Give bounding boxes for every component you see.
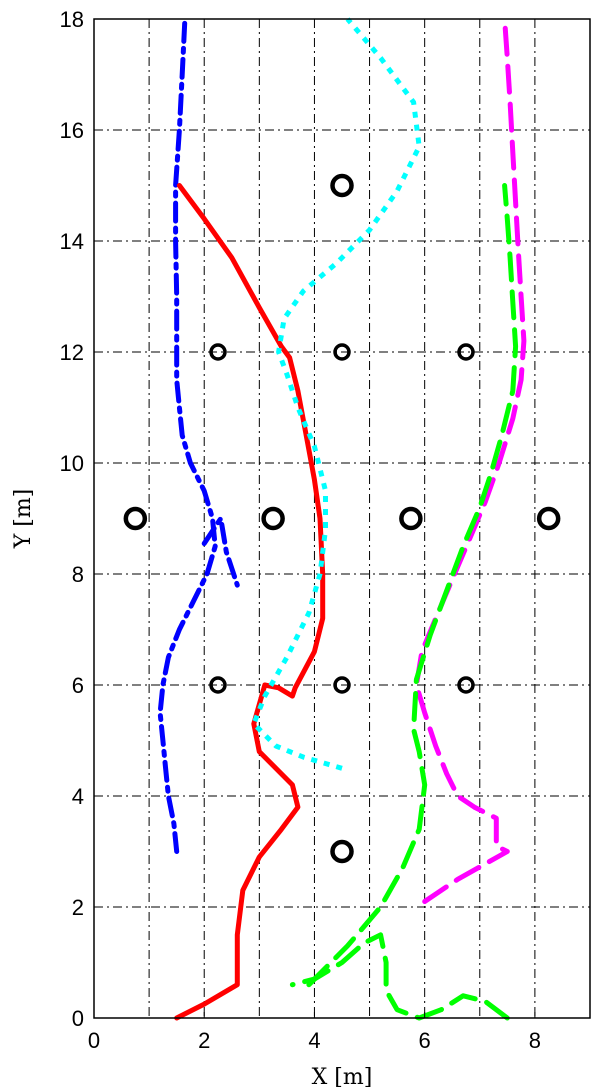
y-tick-label: 0 — [72, 1006, 84, 1031]
x-tick-label: 4 — [308, 1028, 320, 1053]
y-tick-label: 2 — [72, 895, 84, 920]
obstacle-marker — [457, 343, 475, 361]
obstacle-marker — [123, 506, 148, 531]
obstacle-marker — [209, 343, 227, 361]
obstacle-marker — [333, 343, 351, 361]
axes-box — [93, 18, 591, 1019]
obstacle-markers — [123, 173, 561, 864]
y-tick-label: 12 — [60, 340, 84, 365]
trajectory-line-5 — [413, 16, 527, 904]
y-tick-label: 14 — [60, 229, 84, 254]
obstacle-marker — [330, 173, 354, 198]
obstacle-marker — [457, 676, 475, 694]
axis-ticks: 0 2 4 6 8 0 2 4 6 8 10 12 14 16 18 — [60, 7, 541, 1053]
trajectory-line-7 — [306, 183, 519, 988]
y-tick-label: 6 — [72, 673, 84, 698]
obstacle-marker — [209, 676, 227, 694]
trajectory-line-1 — [157, 16, 218, 854]
y-tick-label: 4 — [72, 784, 84, 809]
obstacle-marker — [330, 839, 354, 864]
y-tick-label: 16 — [60, 118, 84, 143]
y-tick-label: 10 — [60, 451, 84, 476]
obstacle-marker — [261, 506, 285, 531]
trajectory-line-4 — [251, 17, 422, 771]
y-tick-label: 18 — [60, 7, 84, 32]
obstacle-marker — [399, 506, 423, 531]
obstacle-marker — [536, 506, 561, 531]
x-tick-label: 8 — [529, 1028, 541, 1053]
y-tick-label: 8 — [72, 562, 84, 587]
x-tick-label: 0 — [88, 1028, 100, 1053]
obstacle-marker — [333, 676, 351, 694]
trajectory-line-2 — [201, 516, 240, 588]
x-tick-label: 2 — [198, 1028, 210, 1053]
y-axis-label: Y [m] — [11, 489, 36, 550]
x-axis-label: X [m] — [312, 1065, 373, 1090]
trajectory-line-3 — [174, 183, 326, 1021]
x-tick-label: 6 — [419, 1028, 431, 1053]
trajectories — [157, 16, 527, 1021]
trajectory-line-6 — [289, 932, 510, 1021]
